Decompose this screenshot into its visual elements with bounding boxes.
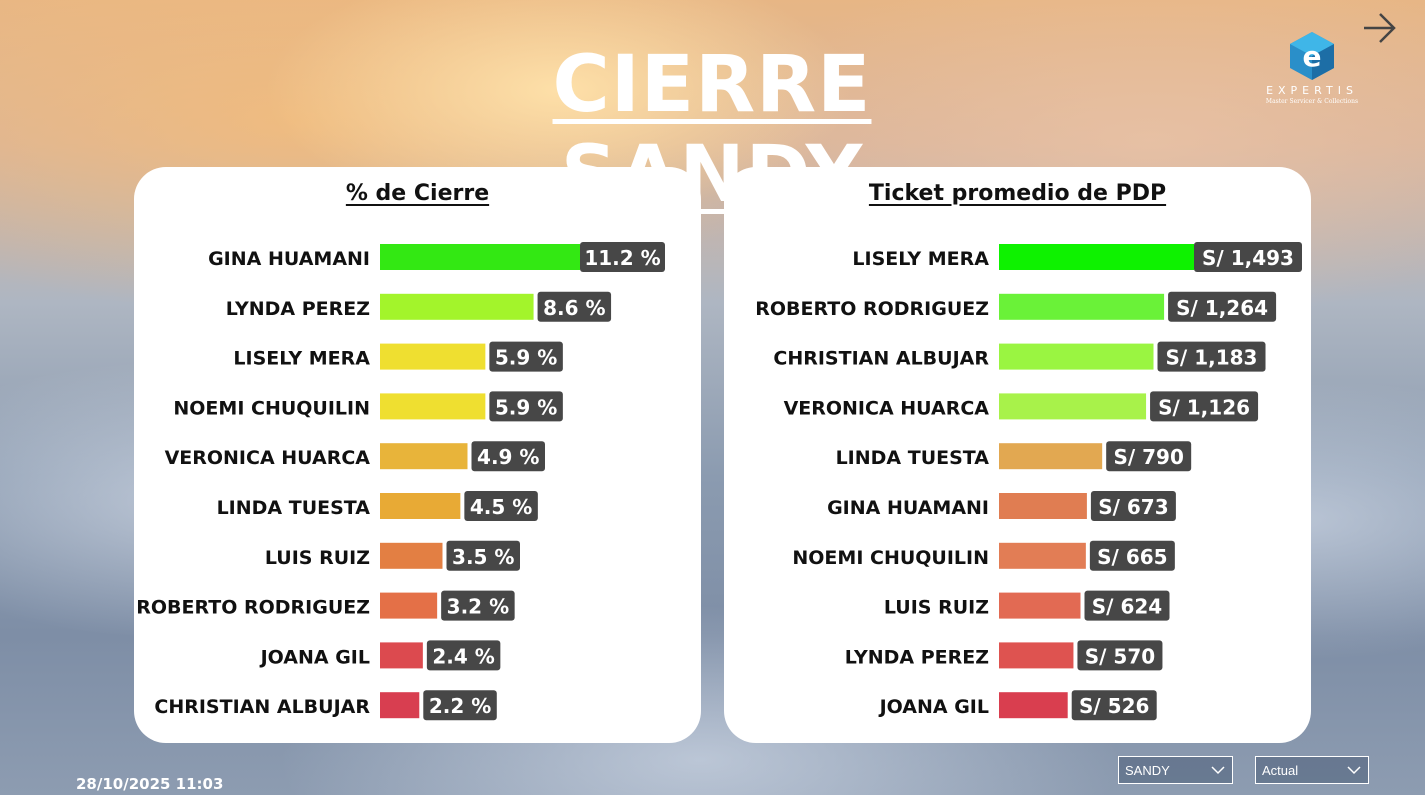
avg-ticket-bar[interactable] bbox=[999, 443, 1103, 470]
closing-rate-category-label: JOANA GIL bbox=[259, 646, 370, 668]
avg-ticket-data-label-box bbox=[1077, 640, 1163, 671]
closing-rate-data-label: 3.5 % bbox=[452, 545, 514, 569]
avg-ticket-category-label: NOEMI CHUQUILIN bbox=[792, 547, 989, 569]
next-page-arrow-icon[interactable] bbox=[1360, 8, 1400, 48]
closing-rate-bar[interactable] bbox=[380, 692, 420, 719]
closing-rate-category-label: VERONICA HUARCA bbox=[165, 447, 371, 469]
avg-ticket-category-label: CHRISTIAN ALBUJAR bbox=[773, 348, 989, 370]
avg-ticket-data-label-box bbox=[1106, 441, 1192, 472]
closing-rate-data-label: 8.6 % bbox=[543, 296, 605, 320]
avg-ticket-data-label-box bbox=[1194, 242, 1302, 272]
closing-rate-title: % de Cierre bbox=[345, 181, 490, 206]
svg-text:e: e bbox=[1303, 40, 1322, 73]
closing-rate-data-label-box bbox=[471, 441, 545, 472]
closing-rate-data-label-box bbox=[580, 242, 665, 272]
closing-rate-data-label-box bbox=[464, 491, 538, 521]
avg-ticket-bar[interactable] bbox=[999, 642, 1074, 669]
avg-ticket-data-label-box bbox=[1157, 341, 1266, 372]
avg-ticket-category-label: JOANA GIL bbox=[878, 696, 989, 718]
expertis-logo-icon: e bbox=[1290, 32, 1334, 80]
closing-rate-bar[interactable] bbox=[380, 443, 468, 470]
avg-ticket-data-label: S/ 1,493 bbox=[1202, 246, 1294, 270]
avg-ticket-card: Ticket promedio de PDP LISELY MERA S/ 1,4… bbox=[724, 167, 1311, 743]
closing-rate-bar[interactable] bbox=[380, 343, 486, 370]
closing-rate-category-label: LUIS RUIZ bbox=[265, 547, 370, 569]
avg-ticket-chart: LISELY MERA S/ 1,493 ROBERTO RODRIGUEZ S/ 1… bbox=[755, 242, 1302, 721]
closing-rate-bar[interactable] bbox=[380, 493, 461, 519]
avg-ticket-bar[interactable] bbox=[999, 592, 1081, 619]
logo-wordmark: EXPERTIS bbox=[1266, 84, 1358, 97]
closing-rate-category-label: CHRISTIAN ALBUJAR bbox=[154, 696, 370, 718]
avg-ticket-category-label: LYNDA PEREZ bbox=[845, 646, 989, 668]
closing-rate-data-label-box bbox=[446, 540, 520, 571]
avg-ticket-bar[interactable] bbox=[999, 293, 1165, 320]
avg-ticket-bar[interactable] bbox=[999, 393, 1147, 420]
avg-ticket-data-label-box bbox=[1084, 590, 1170, 621]
avg-ticket-data-label: S/ 1,183 bbox=[1166, 346, 1258, 370]
closing-rate-chart: GINA HUAMANI 11.2 % LYNDA PEREZ 8.6 % LISELY… bbox=[136, 242, 665, 721]
closing-rate-card: % de Cierre GINA HUAMANI 11.2 % LYNDA PERE… bbox=[134, 167, 701, 743]
company-logo: e EXPERTIS Master Servicer & Collections bbox=[1252, 30, 1372, 120]
avg-ticket-data-label: S/ 526 bbox=[1079, 694, 1149, 718]
closing-rate-data-label-box bbox=[537, 291, 612, 322]
avg-ticket-category-label: LUIS RUIZ bbox=[884, 597, 989, 619]
agent-filter-dropdown[interactable]: SANDY bbox=[1118, 756, 1233, 784]
avg-ticket-bar[interactable] bbox=[999, 692, 1068, 719]
period-filter-dropdown[interactable]: Actual bbox=[1255, 756, 1369, 784]
closing-rate-category-label: LINDA TUESTA bbox=[217, 497, 371, 519]
period-filter-value: Actual bbox=[1262, 762, 1299, 778]
closing-rate-data-label: 5.9 % bbox=[495, 346, 557, 370]
closing-rate-bar[interactable] bbox=[380, 244, 580, 270]
last-update-timestamp: 28/10/2025 11:03 bbox=[76, 775, 224, 793]
avg-ticket-category-label: GINA HUAMANI bbox=[827, 497, 989, 519]
avg-ticket-data-label: S/ 665 bbox=[1097, 545, 1167, 569]
closing-rate-category-label: GINA HUAMANI bbox=[208, 248, 370, 270]
avg-ticket-bar[interactable] bbox=[999, 244, 1194, 270]
avg-ticket-data-label-box bbox=[1168, 291, 1277, 322]
avg-ticket-bar[interactable] bbox=[999, 493, 1087, 519]
closing-rate-data-label: 3.2 % bbox=[447, 595, 509, 619]
closing-rate-data-label: 2.4 % bbox=[432, 644, 494, 668]
avg-ticket-data-label-box bbox=[1150, 391, 1259, 422]
avg-ticket-category-label: LINDA TUESTA bbox=[836, 447, 990, 469]
avg-ticket-data-label: S/ 624 bbox=[1092, 595, 1162, 619]
avg-ticket-data-label: S/ 1,264 bbox=[1176, 296, 1268, 320]
chevron-down-icon bbox=[1211, 766, 1225, 775]
closing-rate-data-label-box bbox=[489, 341, 563, 372]
closing-rate-data-label: 4.9 % bbox=[477, 445, 539, 469]
closing-rate-category-label: LYNDA PEREZ bbox=[226, 298, 370, 320]
avg-ticket-category-label: LISELY MERA bbox=[852, 248, 989, 270]
closing-rate-category-label: ROBERTO RODRIGUEZ bbox=[136, 597, 370, 619]
avg-ticket-title: Ticket promedio de PDP bbox=[868, 181, 1167, 206]
agent-filter-value: SANDY bbox=[1125, 762, 1170, 778]
chevron-down-icon bbox=[1347, 766, 1361, 775]
closing-rate-bar[interactable] bbox=[380, 542, 443, 569]
avg-ticket-category-label: VERONICA HUARCA bbox=[784, 397, 990, 419]
avg-ticket-data-label-box bbox=[1090, 491, 1176, 521]
avg-ticket-category-label: ROBERTO RODRIGUEZ bbox=[755, 298, 989, 320]
avg-ticket-bar[interactable] bbox=[999, 343, 1154, 370]
closing-rate-data-label-box bbox=[489, 391, 563, 422]
avg-ticket-data-label: S/ 673 bbox=[1098, 495, 1168, 519]
avg-ticket-data-label: S/ 790 bbox=[1113, 445, 1183, 469]
closing-rate-data-label: 4.5 % bbox=[470, 495, 532, 519]
closing-rate-bar[interactable] bbox=[380, 393, 486, 420]
closing-rate-data-label-box bbox=[441, 590, 515, 621]
closing-rate-category-label: NOEMI CHUQUILIN bbox=[173, 397, 370, 419]
closing-rate-bar[interactable] bbox=[380, 592, 438, 619]
avg-ticket-data-label: S/ 1,126 bbox=[1158, 395, 1250, 419]
closing-rate-data-label-box bbox=[423, 690, 497, 721]
closing-rate-data-label-box bbox=[426, 640, 501, 671]
avg-ticket-data-label-box bbox=[1071, 690, 1157, 721]
closing-rate-data-label: 2.2 % bbox=[429, 694, 491, 718]
logo-tagline: Master Servicer & Collections bbox=[1265, 98, 1359, 105]
avg-ticket-data-label-box bbox=[1089, 540, 1175, 571]
closing-rate-data-label: 11.2 % bbox=[584, 246, 660, 270]
closing-rate-bar[interactable] bbox=[380, 293, 534, 320]
avg-ticket-data-label: S/ 570 bbox=[1085, 644, 1155, 668]
avg-ticket-bar[interactable] bbox=[999, 542, 1086, 569]
closing-rate-category-label: LISELY MERA bbox=[233, 348, 370, 370]
closing-rate-bar[interactable] bbox=[380, 642, 423, 669]
closing-rate-data-label: 5.9 % bbox=[495, 395, 557, 419]
